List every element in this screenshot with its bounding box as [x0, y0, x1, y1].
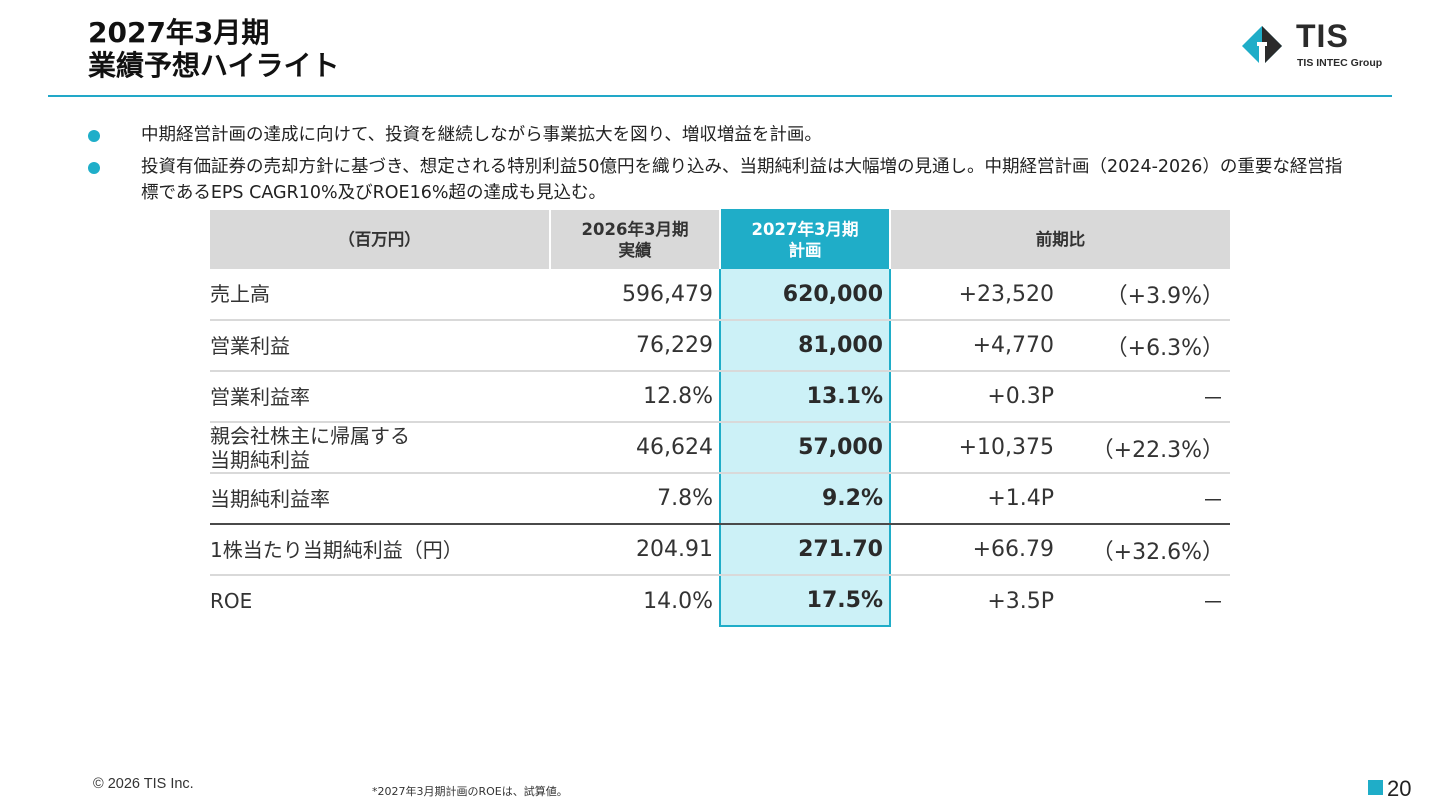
footnote: *2027年3月期計画のROEは、試算値。 — [372, 785, 568, 798]
tis-logo-mark-icon — [1242, 26, 1282, 68]
actual-value: 14.0% — [643, 588, 713, 614]
table-row: 営業利益 76,229 81,000 +4,770 （+6.3%） — [210, 320, 1230, 372]
forecast-table: （百万円） 2026年3月期 実績 2027年3月期 計画 前期比 売上高 59… — [210, 209, 1230, 627]
actual-value: 596,479 — [550, 269, 720, 321]
diff-value: +1.4P — [890, 473, 1060, 525]
header-actual-line2: 実績 — [618, 240, 652, 260]
row-label: 当期純利益率 — [210, 473, 550, 525]
logo-subtitle: TIS INTEC Group — [1297, 57, 1383, 69]
plan-value: 620,000 — [719, 269, 891, 321]
row-label: 1株当たり当期純利益（円） — [210, 524, 550, 576]
header-unit: （百万円） — [210, 210, 551, 269]
header-plan-line1: 2027年3月期 — [751, 220, 859, 239]
table-row: ROE 14.0% 17.5% +3.5P － — [210, 575, 1230, 627]
plan-value: 13.1% — [719, 371, 891, 423]
header-actual: 2026年3月期 実績 — [550, 210, 721, 269]
title-divider — [48, 95, 1392, 97]
page-marker-icon — [1368, 780, 1383, 795]
pct-value: － — [1201, 591, 1224, 616]
page-number: 20 — [1368, 776, 1411, 802]
actual-value: 46,624 — [550, 422, 720, 474]
bullet-item: 投資有価証券の売却方針に基づき、想定される特別利益50億円を織り込み、当期純利益… — [88, 154, 1348, 206]
pct-value: （+6.3%） — [1060, 320, 1230, 372]
row-label: 親会社株主に帰属する 当期純利益 — [210, 422, 550, 474]
row-label-line2: 当期純利益 — [210, 447, 310, 472]
header-plan-line2: 計画 — [788, 241, 822, 260]
bullet-dot-icon — [88, 130, 100, 142]
table-row: 営業利益率 12.8% 13.1% +0.3P － — [210, 371, 1230, 423]
actual-value: 204.91 — [550, 524, 720, 576]
diff-value: +4,770 — [890, 320, 1060, 372]
diff-value: +66.79 — [890, 524, 1060, 576]
pct-value: － — [1060, 473, 1230, 525]
table-row: 親会社株主に帰属する 当期純利益 46,624 57,000 +10,375 （… — [210, 422, 1230, 474]
plan-value: 81,000 — [719, 320, 891, 372]
table-row: 売上高 596,479 620,000 +23,520 （+3.9%） — [210, 269, 1230, 321]
actual-value: 7.8% — [550, 473, 720, 525]
actual-value: 12.8% — [550, 371, 720, 423]
diff-value: +3.5P — [987, 588, 1054, 614]
page-number-text: 20 — [1387, 776, 1412, 801]
pct-value: － — [1060, 371, 1230, 423]
table-row: 当期純利益率 7.8% 9.2% +1.4P － — [210, 473, 1230, 525]
diff-value: +0.3P — [890, 371, 1060, 423]
header-yoy: 前期比 — [890, 210, 1230, 269]
row-label-line1: 親会社株主に帰属する — [210, 423, 410, 448]
bullet-item: 中期経営計画の達成に向けて、投資を継続しながら事業拡大を図り、増収増益を計画。 — [88, 122, 1348, 148]
plan-value: 57,000 — [719, 422, 891, 474]
plan-value: 9.2% — [719, 473, 891, 525]
pct-value: （+22.3%） — [1060, 422, 1230, 474]
copyright: © 2026 TIS Inc. — [93, 776, 194, 792]
table-header-row: （百万円） 2026年3月期 実績 2027年3月期 計画 前期比 — [210, 209, 1230, 269]
diff-value: +23,520 — [890, 269, 1060, 321]
header-plan: 2027年3月期 計画 — [720, 209, 891, 269]
bullet-text: 中期経営計画の達成に向けて、投資を継続しながら事業拡大を図り、増収増益を計画。 — [141, 125, 822, 145]
page-title-line1: 2027年3月期 — [88, 16, 270, 49]
page-title: 2027年3月期 業績予想ハイライト — [88, 16, 339, 82]
bullet-text: 投資有価証券の売却方針に基づき、想定される特別利益50億円を織り込み、当期純利益… — [141, 157, 1343, 203]
pct-value: （+32.6%） — [1060, 524, 1230, 576]
diff-value: +10,375 — [890, 422, 1060, 474]
header-actual-line1: 2026年3月期 — [581, 219, 689, 239]
plan-value: 17.5% — [719, 575, 891, 627]
page-title-line2: 業績予想ハイライト — [88, 49, 340, 82]
logo-name: TIS — [1296, 18, 1349, 54]
actual-value: 76,229 — [550, 320, 720, 372]
row-label: 営業利益率 — [210, 371, 550, 423]
row-label: 売上高 — [210, 269, 550, 321]
row-label: 営業利益 — [210, 320, 550, 372]
company-logo: TIS TIS INTEC Group — [1240, 18, 1400, 72]
bullet-list: 中期経営計画の達成に向けて、投資を継続しながら事業拡大を図り、増収増益を計画。 … — [88, 122, 1348, 212]
pct-value: （+3.9%） — [1060, 269, 1230, 321]
row-label: ROE — [210, 589, 253, 613]
table-row: 1株当たり当期純利益（円） 204.91 271.70 +66.79 （+32.… — [210, 524, 1230, 576]
bullet-dot-icon — [88, 162, 100, 174]
plan-value: 271.70 — [719, 524, 891, 576]
